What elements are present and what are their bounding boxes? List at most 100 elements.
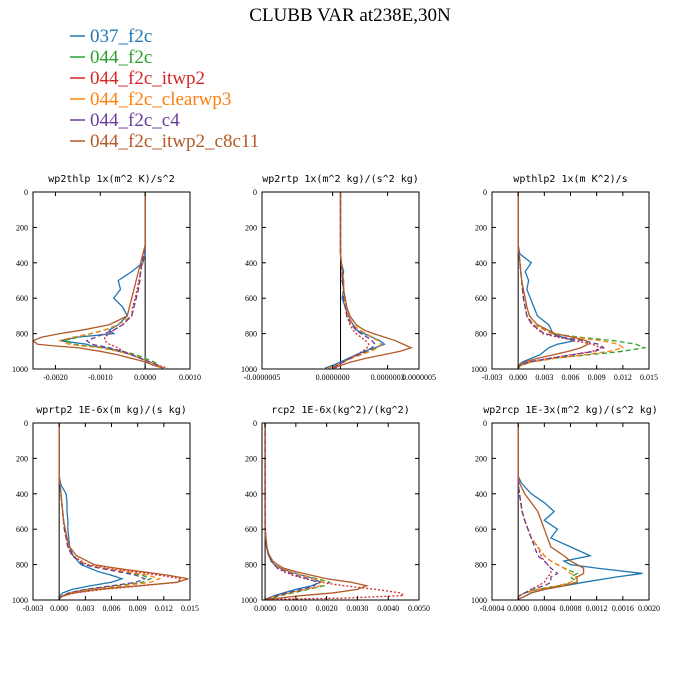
series-line bbox=[327, 192, 383, 369]
series-line bbox=[517, 192, 606, 369]
x-tick-label: -0.0000005 bbox=[244, 373, 281, 382]
plot-frame bbox=[261, 422, 420, 601]
x-tick-label: 0.015 bbox=[181, 604, 199, 613]
series-line bbox=[517, 423, 552, 600]
y-tick-label: 600 bbox=[16, 294, 28, 303]
x-tick-label: 0.000 bbox=[509, 373, 527, 382]
series-line bbox=[330, 192, 376, 369]
y-tick-label: 0 bbox=[483, 188, 487, 197]
legend-entry: 044_f2c_clearwp3 bbox=[70, 89, 231, 110]
x-tick-label: 0.0030 bbox=[346, 604, 368, 613]
y-tick-label: 0 bbox=[24, 188, 28, 197]
series-line bbox=[264, 423, 369, 600]
panel-title: rcp2 1E-6x(kg^2)/(kg^2) bbox=[271, 405, 409, 416]
x-tick-label: 0.0004 bbox=[533, 604, 555, 613]
x-tick-label: 0.0010 bbox=[285, 604, 307, 613]
y-tick-label: 400 bbox=[16, 490, 28, 499]
legend-label: 044_f2c_c4 bbox=[90, 110, 180, 131]
series-line bbox=[517, 423, 579, 600]
legend-label: 044_f2c_itwp2 bbox=[90, 68, 205, 89]
y-tick-label: 200 bbox=[475, 454, 487, 463]
series-line bbox=[58, 423, 189, 600]
chart-panel: wpthlp2 1x(m K^2)/s 0 200 400 600 800 1000-0.0… bbox=[471, 174, 658, 382]
x-tick-label: 0.015 bbox=[640, 373, 658, 382]
legend-label: 044_f2c bbox=[90, 47, 152, 68]
y-tick-label: 0 bbox=[253, 188, 257, 197]
y-tick-label: 400 bbox=[245, 490, 257, 499]
x-tick-label: -0.003 bbox=[23, 604, 44, 613]
y-tick-label: 1000 bbox=[12, 365, 28, 374]
legend-entry: 037_f2c bbox=[70, 26, 152, 47]
x-tick-label: 0.0000003 bbox=[371, 373, 405, 382]
y-tick-label: 800 bbox=[245, 330, 257, 339]
x-tick-label: 0.0016 bbox=[612, 604, 634, 613]
series-line bbox=[517, 423, 585, 600]
legend-entry: 044_f2c_itwp2 bbox=[70, 68, 205, 89]
series-line bbox=[33, 192, 164, 369]
y-tick-label: 800 bbox=[245, 561, 257, 570]
x-tick-label: 0.0040 bbox=[377, 604, 399, 613]
legend: 037_f2c044_f2c044_f2c_itwp2044_f2c_clear… bbox=[70, 26, 259, 152]
x-tick-label: 0.0010 bbox=[179, 373, 201, 382]
x-tick-label: 0.0012 bbox=[586, 604, 608, 613]
x-tick-label: 0.0050 bbox=[408, 604, 430, 613]
y-tick-label: 400 bbox=[475, 490, 487, 499]
series-line bbox=[517, 192, 576, 369]
series-line bbox=[332, 192, 370, 369]
legend-label: 044_f2c_itwp2_c8c11 bbox=[90, 131, 259, 152]
chart-panel: rcp2 1E-6x(kg^2)/(kg^2) 0 200 400 600 800 1000… bbox=[241, 405, 430, 613]
y-tick-label: 1000 bbox=[471, 365, 487, 374]
plot-frame bbox=[261, 191, 420, 370]
x-tick-label: 0.0000 bbox=[507, 604, 529, 613]
x-tick-label: 0.003 bbox=[535, 373, 553, 382]
y-tick-label: 0 bbox=[24, 419, 28, 428]
x-tick-label: 0.0000005 bbox=[402, 373, 436, 382]
y-tick-label: 600 bbox=[245, 525, 257, 534]
y-tick-label: 1000 bbox=[471, 596, 487, 605]
y-tick-label: 400 bbox=[245, 259, 257, 268]
chart-panel: wp2thlp 1x(m^2 K)/s^2 0 200 400 600 800 1000 -0… bbox=[12, 174, 201, 382]
x-tick-label: -0.003 bbox=[482, 373, 503, 382]
y-tick-label: 200 bbox=[245, 223, 257, 232]
x-tick-label: 0.012 bbox=[155, 604, 173, 613]
series-line bbox=[517, 423, 559, 600]
y-tick-label: 400 bbox=[16, 259, 28, 268]
series-line bbox=[517, 423, 579, 600]
y-tick-label: 200 bbox=[475, 223, 487, 232]
x-tick-label: -0.0020 bbox=[43, 373, 68, 382]
series-line bbox=[57, 192, 164, 369]
legend-entry: 044_f2c_c4 bbox=[70, 110, 180, 131]
y-tick-label: 200 bbox=[16, 223, 28, 232]
chart-panel: wp2rcp 1E-3x(m^2 kg)/(s^2 kg) 0 200 400 600 8… bbox=[471, 405, 660, 613]
panel-title: wp2rtp 1x(m^2 kg)/(s^2 kg) bbox=[262, 174, 419, 185]
plot-frame bbox=[32, 422, 191, 601]
y-tick-label: 1000 bbox=[241, 596, 257, 605]
chart-panel: wp2rtp 1x(m^2 kg)/(s^2 kg) 0 200 400 600 800 1… bbox=[241, 174, 436, 382]
x-tick-label: 0.0000 bbox=[254, 604, 276, 613]
chart-panel: wprtp2 1E-6x(m kg)/(s kg) 0 200 400 600 800 10… bbox=[12, 405, 199, 613]
y-tick-label: 200 bbox=[245, 454, 257, 463]
y-tick-label: 200 bbox=[16, 454, 28, 463]
x-tick-label: 0.006 bbox=[562, 373, 580, 382]
y-tick-label: 600 bbox=[475, 525, 487, 534]
series-line bbox=[264, 423, 406, 600]
x-tick-label: 0.006 bbox=[103, 604, 121, 613]
y-tick-label: 800 bbox=[16, 330, 28, 339]
y-tick-label: 0 bbox=[253, 419, 257, 428]
panel-title: wprtp2 1E-6x(m kg)/(s kg) bbox=[36, 405, 187, 416]
x-tick-label: 0.009 bbox=[588, 373, 606, 382]
legend-entry: 044_f2c_itwp2_c8c11 bbox=[70, 131, 259, 152]
y-tick-label: 600 bbox=[16, 525, 28, 534]
y-tick-label: 1000 bbox=[241, 365, 257, 374]
x-tick-label: 0.0020 bbox=[638, 604, 660, 613]
y-tick-label: 800 bbox=[16, 561, 28, 570]
series-line bbox=[58, 423, 124, 600]
x-tick-label: 0.003 bbox=[76, 604, 94, 613]
x-tick-label: 0.0000000 bbox=[316, 373, 350, 382]
y-tick-label: 1000 bbox=[12, 596, 28, 605]
y-tick-label: 0 bbox=[483, 419, 487, 428]
series-line bbox=[333, 192, 413, 369]
x-tick-label: 0.012 bbox=[614, 373, 632, 382]
legend-label: 037_f2c bbox=[90, 26, 152, 47]
